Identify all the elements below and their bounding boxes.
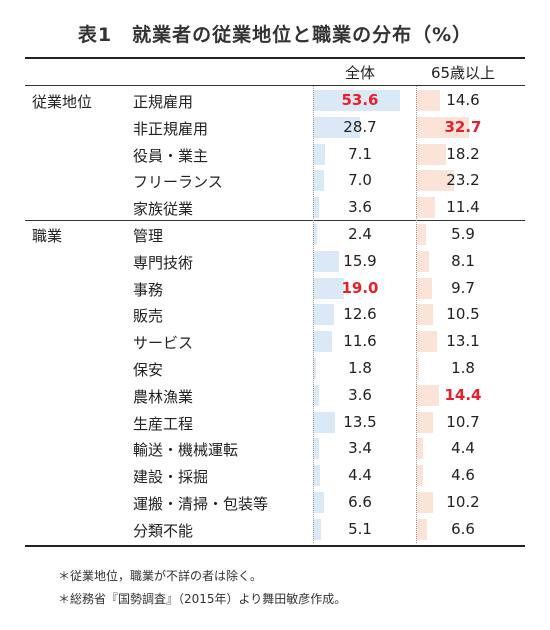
- value-65plus: 32.7: [444, 117, 482, 136]
- bar-65plus: [416, 438, 424, 460]
- column-guide-65plus: [416, 86, 417, 543]
- bar-all: [313, 197, 319, 219]
- value-all: 3.6: [348, 385, 372, 404]
- value-all: 19.0: [341, 278, 379, 297]
- bar-all: [313, 277, 344, 299]
- row-label: 正規雇用: [133, 93, 194, 111]
- value-all: 5.1: [348, 519, 372, 538]
- bar-all: [313, 90, 401, 111]
- column-header-65plus: 65歳以上: [430, 64, 496, 82]
- bar-65plus: [416, 143, 446, 165]
- value-all: 2.4: [348, 225, 372, 243]
- group-separator: [25, 220, 525, 221]
- bar-all: [313, 465, 321, 487]
- value-all: 53.6: [341, 91, 379, 109]
- row-label: サービス: [133, 334, 194, 353]
- value-all: 3.6: [348, 198, 372, 217]
- group-label: 従業地位: [32, 93, 93, 111]
- bar-65plus: [416, 465, 424, 487]
- row-label: 事務: [133, 280, 164, 299]
- bar-all: [313, 518, 322, 540]
- value-65plus: 14.4: [444, 385, 482, 404]
- value-65plus: 8.1: [451, 251, 475, 270]
- bar-all: [313, 384, 319, 406]
- bar-all: [313, 116, 360, 138]
- value-all: 3.4: [348, 439, 372, 458]
- row-label: 専門技術: [133, 253, 194, 272]
- value-all: 11.6: [343, 332, 377, 351]
- bar-all: [313, 250, 339, 272]
- bar-all: [313, 438, 319, 460]
- bar-65plus: [416, 411, 434, 433]
- bar-65plus: [416, 331, 438, 353]
- table-top-border: [25, 57, 525, 59]
- row-label: 販売: [133, 307, 164, 326]
- value-65plus: 4.4: [451, 439, 475, 458]
- value-65plus: 23.2: [446, 171, 480, 190]
- footnote-exclusion: ＊従業地位，職業が不詳の者は除く。: [58, 569, 263, 583]
- value-65plus: 13.1: [446, 332, 480, 351]
- value-all: 28.7: [343, 117, 377, 136]
- row-label: 生産工程: [133, 414, 194, 433]
- row-label: 建設・採掘: [133, 468, 209, 487]
- column-header-all: 全体: [344, 64, 375, 82]
- bar-65plus: [416, 197, 435, 219]
- value-65plus: 1.8: [451, 359, 475, 377]
- column-guide-all: [313, 86, 314, 543]
- value-65plus: 4.6: [451, 466, 475, 485]
- bar-all: [313, 411, 335, 433]
- row-label: フリーランス: [133, 173, 223, 192]
- bar-65plus: [416, 518, 427, 540]
- value-all: 4.4: [348, 466, 372, 485]
- row-label: 家族従業: [133, 200, 194, 219]
- row-label: 管理: [133, 227, 164, 245]
- row-label: 農林漁業: [133, 387, 194, 406]
- bar-all: [313, 304, 334, 326]
- table-bottom-border: [25, 544, 525, 547]
- row-label: 分類不能: [133, 521, 194, 540]
- value-65plus: 11.4: [446, 198, 480, 217]
- table-title: 表1 就業者の従業地位と職業の分布（%）: [77, 24, 473, 46]
- bar-65plus: [416, 492, 433, 513]
- value-all: 15.9: [343, 251, 377, 270]
- bar-all: [313, 358, 316, 379]
- bar-65plus: [416, 90, 440, 111]
- bar-all: [313, 143, 325, 165]
- header-bottom-border: [25, 85, 525, 86]
- value-all: 13.5: [343, 412, 377, 431]
- group-label: 職業: [32, 227, 63, 245]
- value-all: 6.6: [348, 493, 372, 511]
- value-65plus: 9.7: [451, 278, 475, 297]
- bar-all: [313, 170, 325, 192]
- value-65plus: 5.9: [451, 225, 475, 243]
- row-label: 輸送・機械運転: [133, 441, 239, 460]
- row-label: 役員・業主: [133, 146, 209, 165]
- value-65plus: 10.2: [446, 493, 480, 511]
- bar-65plus: [416, 170, 454, 192]
- bar-all: [313, 224, 317, 245]
- bar-65plus: [416, 116, 470, 138]
- value-all: 12.6: [343, 305, 377, 324]
- bar-all: [313, 331, 332, 353]
- value-65plus: 10.5: [446, 305, 480, 324]
- footnote-source: ＊総務省『国勢調査』（2015年）より舞田敏彦作成。: [58, 592, 347, 606]
- value-65plus: 6.6: [451, 519, 475, 538]
- value-all: 1.8: [348, 359, 372, 377]
- row-label: 運搬・清掃・包装等: [133, 495, 269, 513]
- bar-65plus: [416, 304, 434, 326]
- bar-65plus: [416, 384, 440, 406]
- value-all: 7.0: [348, 171, 372, 190]
- bar-all: [313, 492, 324, 513]
- bar-65plus: [416, 358, 419, 379]
- bar-65plus: [416, 250, 430, 272]
- value-65plus: 10.7: [446, 412, 480, 431]
- row-label: 保安: [133, 361, 164, 379]
- value-65plus: 14.6: [446, 91, 480, 109]
- value-all: 7.1: [348, 144, 372, 163]
- bar-65plus: [416, 224, 426, 245]
- row-label: 非正規雇用: [133, 119, 209, 138]
- value-65plus: 18.2: [446, 144, 480, 163]
- bar-65plus: [416, 277, 432, 299]
